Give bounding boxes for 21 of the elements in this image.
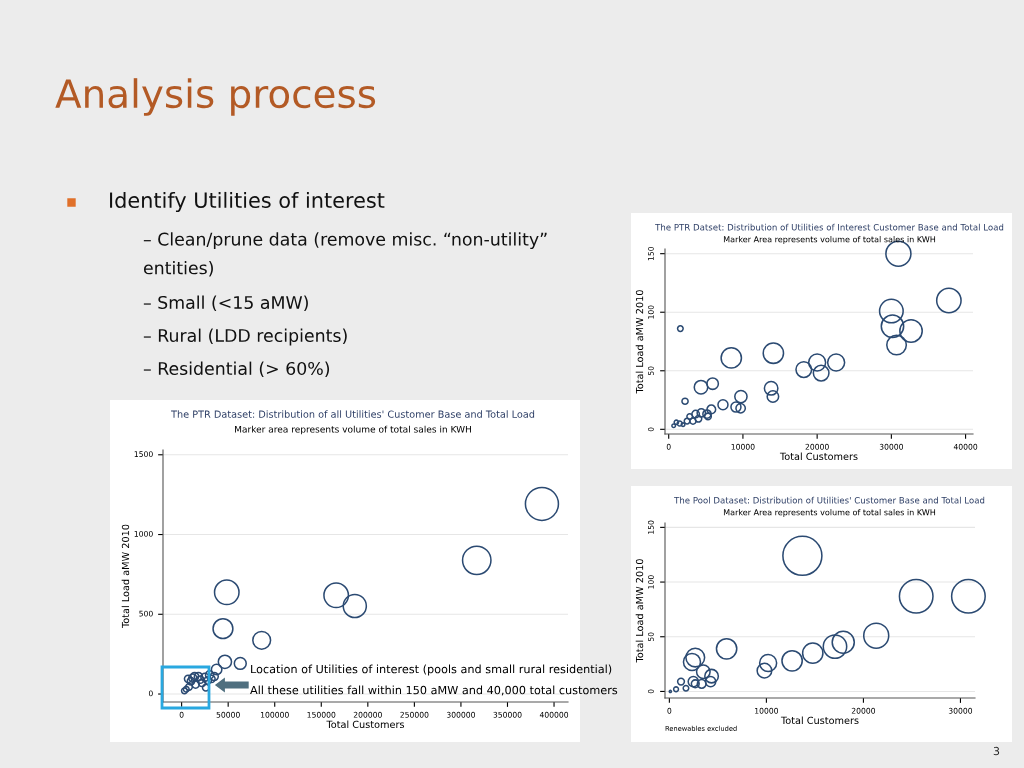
chart-subtitle: Marker Area represents volume of total sales in KWH <box>723 509 936 517</box>
text: – Residential (> 60%) <box>143 361 330 378</box>
chart-subtitle: Marker area represents volume of total sales in KWH <box>235 425 471 435</box>
text: – Small (<15 aMW) <box>143 295 308 312</box>
y-axis-title: Total Load aMW 2010 <box>635 559 644 663</box>
text: Identify Utilities of interest <box>110 191 385 213</box>
text: – Rural (LDD recipients) <box>143 328 347 346</box>
text: 3 <box>993 746 1000 756</box>
x-axis-title: Total Customers <box>779 452 858 461</box>
chart-title: The PTR Datset: Distribution of Utilities of Interest Customer Base and Total Load <box>655 223 1004 231</box>
chart-title: The Pool Dataset: Distribution of Utilities' Customer Base and Total Load <box>674 496 985 504</box>
annotation: All these utilities fall within 150 aMW and 40,000 total customers <box>250 685 618 696</box>
y-axis-title: Total Load aMW 2010 <box>121 524 130 629</box>
y-axis-title: Total Load aMW 2010 <box>635 290 644 394</box>
text: Analysis process <box>55 78 376 116</box>
chart-title: The PTR Dataset: Distribution of all Utilities' Customer Base and Total Load <box>171 410 535 418</box>
chart-subtitle: Marker Area represents volume of total sales in KWH <box>723 236 936 244</box>
x-axis-title: Total Customers <box>326 720 405 729</box>
x-axis-title: Total Customers <box>780 716 859 725</box>
annotation: Location of Utilities of interest (pools and small rural residential) <box>251 664 612 676</box>
text: – Clean/prune data (remove misc. “non-utility” entities) <box>143 232 547 277</box>
